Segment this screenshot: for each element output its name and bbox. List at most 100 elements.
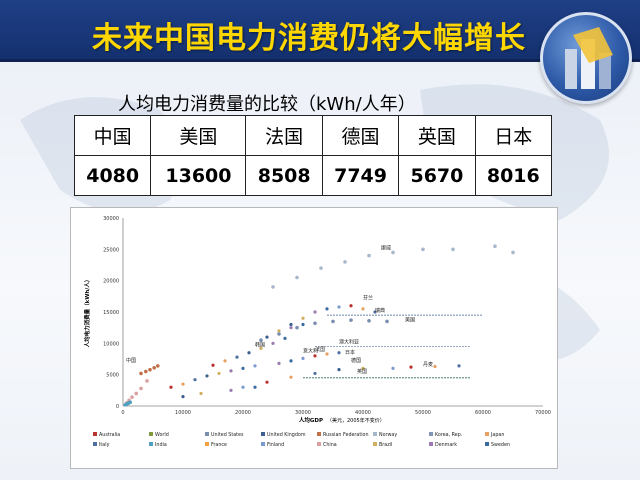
y-tick-label: 5000 xyxy=(106,373,119,379)
legend-label: Japan xyxy=(490,432,504,438)
data-point xyxy=(289,322,293,327)
data-point xyxy=(205,374,209,378)
chart-annotation: 德国 xyxy=(351,357,361,364)
legend-label: Korea, Rep. xyxy=(435,432,462,438)
data-point xyxy=(152,365,156,370)
legend-label: Russian Federation xyxy=(323,432,369,438)
data-point xyxy=(511,250,515,255)
data-point xyxy=(337,351,341,355)
data-point xyxy=(130,395,134,400)
x-tick-label: 40000 xyxy=(355,410,371,416)
data-point xyxy=(169,385,173,389)
y-tick-label: 25000 xyxy=(103,247,119,253)
scatter-chart: 0 5000 10000 15000 20000 25000 30000 0 10000 2000… xyxy=(83,216,551,448)
data-point xyxy=(229,388,233,392)
data-point xyxy=(229,369,233,373)
data-point xyxy=(457,364,461,368)
x-tick-label: 10000 xyxy=(175,410,191,416)
data-point xyxy=(148,367,152,372)
x-tick-label: 50000 xyxy=(415,410,431,416)
title-bar: 未来中国电力消费仍将大幅增长 xyxy=(0,0,640,62)
x-tick-label: 70000 xyxy=(535,410,551,416)
data-point xyxy=(325,352,329,356)
table-subtitle: 人均电力消费量的比较（kWh/人年） xyxy=(118,94,416,115)
data-point xyxy=(343,260,347,264)
data-point xyxy=(331,319,335,324)
data-point xyxy=(349,304,353,308)
table-value-row: 4080 13600 8508 7749 5670 8016 xyxy=(73,155,553,196)
data-point xyxy=(235,355,239,359)
data-point xyxy=(337,368,341,372)
x-axis-label: 人均GDP xyxy=(299,416,323,424)
table-value-cell: 13600 xyxy=(150,155,247,196)
chart-annotation: 韩国 xyxy=(255,341,265,348)
legend-swatch xyxy=(149,432,153,436)
table-header-cell: 法国 xyxy=(245,115,323,156)
table-value-cell: 4080 xyxy=(73,155,152,196)
y-axis-label: 人均电力消费量（kWh/人） xyxy=(83,277,91,348)
y-tick-label: 10000 xyxy=(103,341,119,347)
chart-annotation: 挪威 xyxy=(381,244,391,251)
data-point xyxy=(373,310,377,314)
legend-swatch xyxy=(429,442,433,446)
data-point xyxy=(295,275,299,280)
data-point xyxy=(139,371,143,376)
data-point xyxy=(241,385,245,389)
page-title: 未来中国电力消费仍将大幅增长 xyxy=(92,21,526,56)
legend-label: United States xyxy=(211,432,244,438)
data-point xyxy=(319,266,323,270)
logo-icon xyxy=(540,12,632,104)
data-point xyxy=(181,395,185,399)
legend-label: Brazil xyxy=(379,442,392,448)
x-axis-unit: （美元，2005年不变价） xyxy=(327,417,385,424)
y-tick-label: 20000 xyxy=(103,279,119,285)
data-point xyxy=(289,359,293,363)
data-point xyxy=(361,366,365,370)
x-tick-label: 0 xyxy=(121,410,124,416)
data-point xyxy=(391,366,395,370)
chart-annotation: 日本 xyxy=(345,349,355,356)
data-point xyxy=(277,332,281,336)
data-point xyxy=(277,361,281,365)
legend-swatch xyxy=(485,442,489,446)
x-tick-label: 30000 xyxy=(295,410,311,416)
table-value-cell: 8016 xyxy=(474,155,553,196)
legend-swatch xyxy=(205,432,209,436)
y-tick-label: 0 xyxy=(116,404,119,410)
table-header-cell: 德国 xyxy=(321,115,400,156)
legend-swatch xyxy=(261,442,265,446)
data-point xyxy=(313,354,317,358)
data-point xyxy=(265,380,269,384)
data-point xyxy=(253,385,257,389)
data-point xyxy=(493,244,497,248)
legend-label: India xyxy=(155,442,167,448)
chart-annotation: 澳大利亚 xyxy=(339,338,359,345)
legend-swatch xyxy=(317,442,321,446)
data-point xyxy=(433,364,437,369)
data-point xyxy=(199,391,203,396)
data-point xyxy=(217,371,221,376)
data-point xyxy=(313,321,317,326)
legend-label: Sweden xyxy=(491,442,510,448)
data-point xyxy=(265,335,269,339)
legend-label: Denmark xyxy=(435,442,457,448)
data-point xyxy=(181,382,185,386)
legend-label: China xyxy=(323,442,337,448)
data-point xyxy=(367,253,371,258)
data-point xyxy=(259,338,263,342)
legend-label: Australia xyxy=(99,432,120,438)
table-header-row: 中国 美国 法国 德国 英国 日本 xyxy=(73,115,553,156)
data-point xyxy=(211,363,215,367)
chart-annotation: 中国 xyxy=(126,357,136,364)
data-point xyxy=(271,341,275,345)
data-point xyxy=(145,379,149,383)
data-point xyxy=(289,326,293,330)
data-point xyxy=(283,336,287,340)
consumption-table: 中国 美国 法国 德国 英国 日本 4080 13600 8508 7749 5… xyxy=(73,115,553,196)
data-point xyxy=(325,307,329,311)
legend-label: Italy xyxy=(99,442,110,448)
x-tick-label: 60000 xyxy=(475,410,491,416)
data-point xyxy=(451,247,455,252)
legend-swatch xyxy=(429,432,433,436)
legend-swatch xyxy=(485,432,489,436)
